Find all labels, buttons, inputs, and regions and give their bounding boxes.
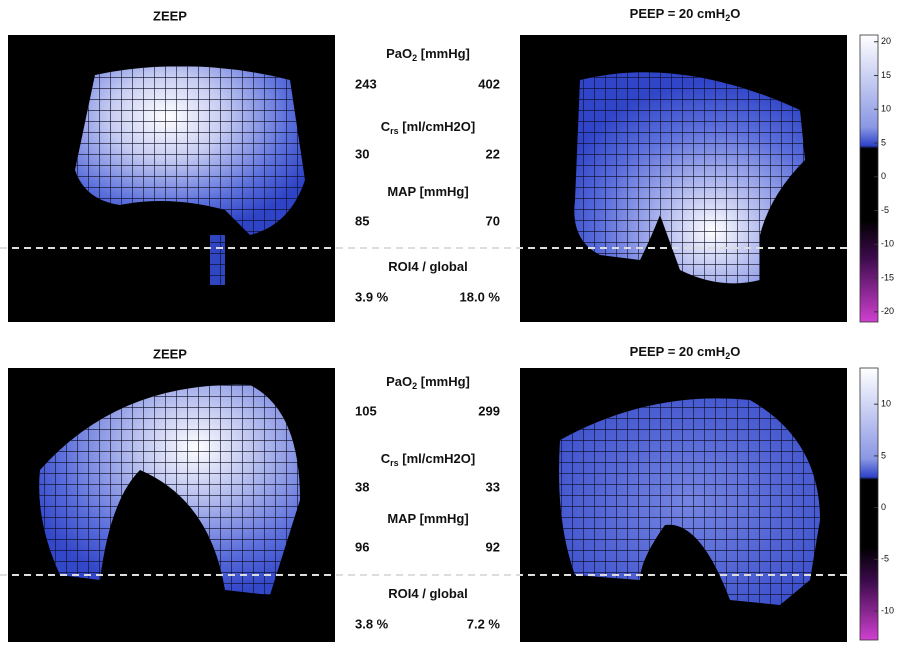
zeep-value: 3.9 %: [355, 289, 389, 304]
colorbar-tick-label: 20: [881, 36, 891, 46]
figure: ZEEP PEEP = 20 cmH2O PaO2 [mmHg] 243 402 Crs …: [0, 0, 898, 642]
subscript: rs: [390, 458, 399, 468]
text-part: ROI4 / global: [388, 259, 467, 274]
metric-label: Crs [ml/cmH2O]: [381, 451, 475, 468]
colorbar-tick-label: -5: [881, 205, 889, 215]
colorbar-tick-label: -10: [881, 605, 894, 615]
peep-value: 402: [478, 76, 500, 91]
text-part: [mmHg]: [417, 46, 470, 61]
zeep-value: 243: [355, 76, 377, 91]
text-part: [ml/cmH2O]: [399, 451, 476, 466]
text-part: [ml/cmH2O]: [399, 119, 476, 134]
panel-title: PEEP = 20 cmH2O: [630, 6, 741, 23]
panel-title: ZEEP: [153, 8, 187, 23]
text-part: MAP [mmHg]: [387, 184, 468, 199]
zeep-value: 38: [355, 479, 369, 494]
colorbar-tick-label: -5: [881, 554, 889, 564]
text-part: O: [730, 344, 740, 359]
peep-value: 299: [478, 403, 500, 418]
peep-value: 18.0 %: [460, 289, 501, 304]
text-part: PaO: [386, 46, 412, 61]
colorbar: [860, 368, 878, 640]
colorbar-tick-label: -15: [881, 272, 894, 282]
metric-label: ROI4 / global: [388, 259, 467, 274]
colorbar-tick-label: 0: [881, 502, 886, 512]
panel-title: ZEEP: [153, 346, 187, 361]
panel-title: PEEP = 20 cmH2O: [630, 344, 741, 361]
peep-value: 70: [486, 213, 500, 228]
metric-label: Crs [ml/cmH2O]: [381, 119, 475, 136]
colorbar: [860, 35, 878, 322]
metric-label: MAP [mmHg]: [387, 511, 468, 526]
text-part: MAP [mmHg]: [387, 511, 468, 526]
subscript: rs: [390, 126, 399, 136]
colorbar-tick-label: -10: [881, 239, 894, 249]
zeep-value: 3.8 %: [355, 616, 389, 631]
metric-label: MAP [mmHg]: [387, 184, 468, 199]
metric-label: ROI4 / global: [388, 586, 467, 601]
colorbar-tick-label: 10: [881, 399, 891, 409]
metric-label: PaO2 [mmHg]: [386, 374, 470, 391]
colorbar-tick-label: 15: [881, 70, 891, 80]
metric-label: PaO2 [mmHg]: [386, 46, 470, 63]
text-part: [mmHg]: [417, 374, 470, 389]
text-part: PEEP = 20 cmH: [630, 344, 726, 359]
text-part: PEEP = 20 cmH: [630, 6, 726, 21]
text-part: PaO: [386, 374, 412, 389]
peep-value: 92: [486, 539, 500, 554]
text-part: ROI4 / global: [388, 586, 467, 601]
peep-value: 7.2 %: [467, 616, 501, 631]
peep-value: 33: [486, 479, 500, 494]
colorbar-tick-label: 5: [881, 137, 886, 147]
colorbar-tick-label: 0: [881, 171, 886, 181]
zeep-value: 85: [355, 213, 369, 228]
text-part: O: [730, 6, 740, 21]
zeep-value: 96: [355, 539, 369, 554]
peep-value: 22: [486, 146, 500, 161]
colorbar-tick-label: 5: [881, 450, 886, 460]
zeep-value: 30: [355, 146, 369, 161]
colorbar-tick-label: 10: [881, 104, 891, 114]
zeep-value: 105: [355, 403, 377, 418]
colorbar-tick-label: -20: [881, 306, 894, 316]
